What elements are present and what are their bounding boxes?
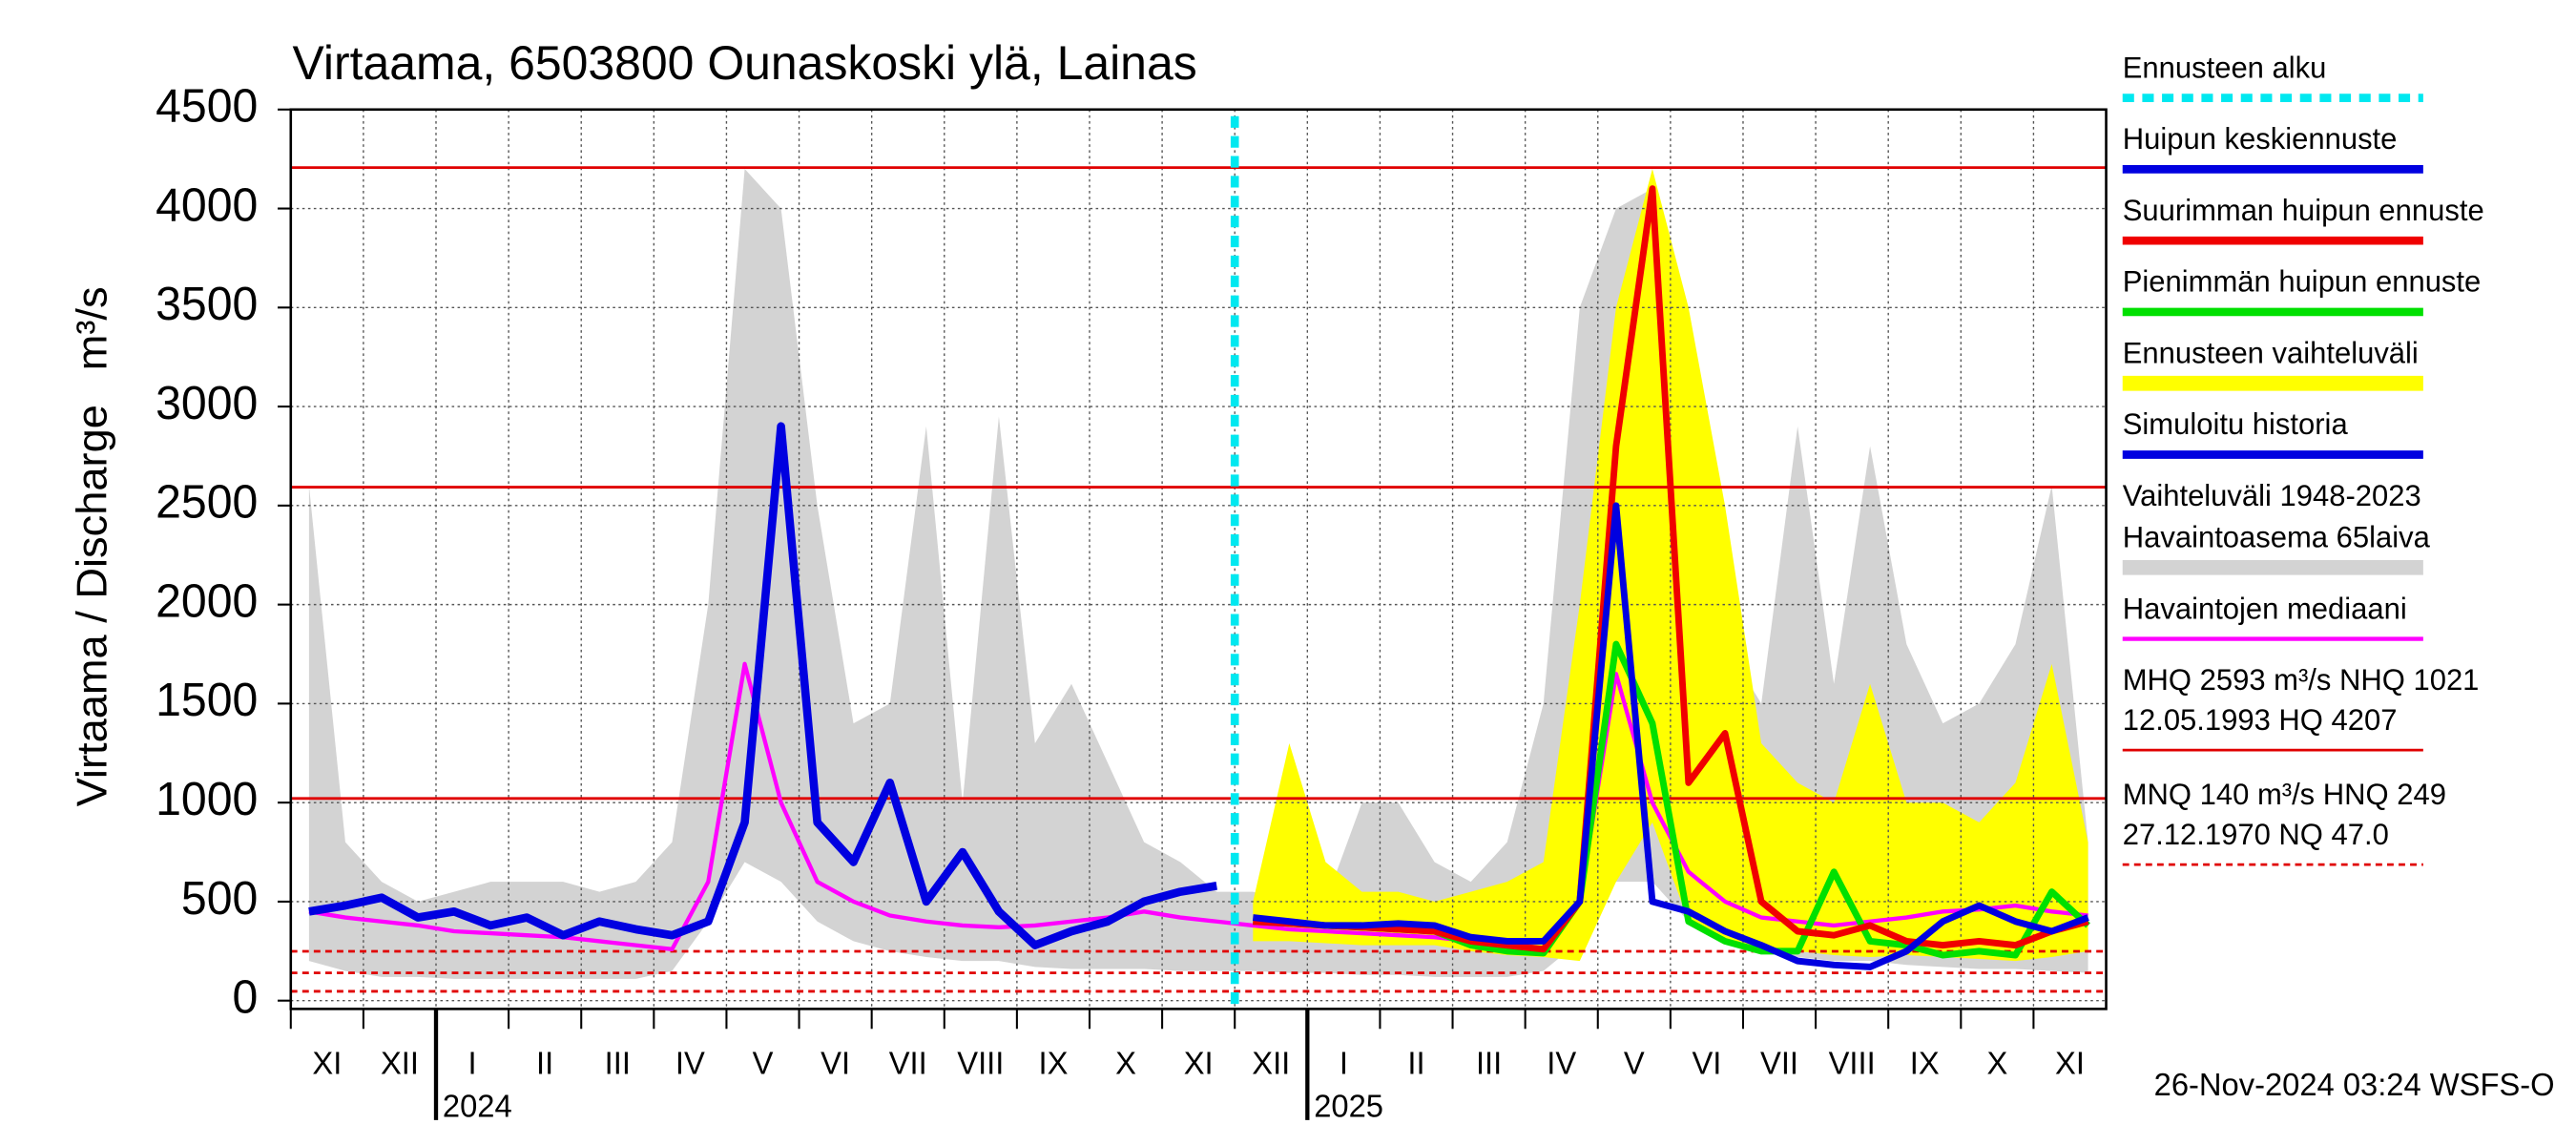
x-tick-label: IX	[1910, 1045, 1940, 1080]
x-tick-label: XI	[1184, 1045, 1214, 1080]
x-tick-label: V	[1624, 1045, 1645, 1080]
x-tick-label: VIII	[957, 1045, 1004, 1080]
legend-label: Ennusteen alku	[2123, 51, 2327, 84]
x-tick-label: V	[753, 1045, 774, 1080]
x-tick-label: IV	[1547, 1045, 1576, 1080]
legend: Ennusteen alku Huipun keskiennuste Suurimm…	[2123, 51, 2484, 866]
chart-title: Virtaama, 6503800 Ounaskoski ylä, Lainas	[293, 36, 1197, 90]
legend-label: Suurimman huipun ennuste	[2123, 194, 2484, 227]
x-tick-label: VI	[1692, 1045, 1721, 1080]
x-tick-label: II	[536, 1045, 553, 1080]
legend-label: Havaintojen mediaani	[2123, 592, 2407, 625]
legend-label: Havaintoasema 65laiva	[2123, 520, 2431, 553]
x-tick-label: III	[1476, 1045, 1502, 1080]
x-tick-label: II	[1407, 1045, 1424, 1080]
y-tick-label: 2000	[156, 575, 258, 627]
legend-label: Simuloitu historia	[2123, 407, 2349, 441]
x-tick-label: IV	[675, 1045, 705, 1080]
legend-label: Pienimmän huipun ennuste	[2123, 265, 2482, 299]
reference-note: MNQ 140 m³/s HNQ 249	[2123, 778, 2446, 811]
x-tick-label: XI	[2055, 1045, 2085, 1080]
y-tick-label: 1500	[156, 675, 258, 726]
x-tick-label: VII	[889, 1045, 927, 1080]
x-tick-label: XI	[312, 1045, 342, 1080]
y-tick-label: 1000	[156, 774, 258, 825]
legend-label: Ennusteen vaihteluväli	[2123, 336, 2419, 369]
x-tick-label: XII	[381, 1045, 419, 1080]
y-tick-label: 500	[181, 873, 258, 925]
axis-frame	[289, 108, 2108, 1010]
x-tick-label: IX	[1038, 1045, 1068, 1080]
x-tick-label: VIII	[1829, 1045, 1876, 1080]
reference-note: MHQ 2593 m³/s NHQ 1021	[2123, 663, 2480, 697]
x-tick-label: I	[468, 1045, 477, 1080]
x-tick-label: III	[605, 1045, 631, 1080]
series-line	[1253, 185, 2089, 953]
x-tick-label: VII	[1760, 1045, 1798, 1080]
legend-label: Vaihteluväli 1948-2023	[2123, 479, 2421, 512]
x-tick-label: X	[1986, 1045, 2007, 1080]
y-axis-label: Virtaama / Discharge	[68, 405, 116, 806]
y-tick-label: 4000	[156, 179, 258, 231]
year-label: 2025	[1314, 1088, 1383, 1123]
y-tick-label: 3500	[156, 279, 258, 330]
series-line	[308, 661, 2088, 951]
y-tick-label: 0	[233, 971, 259, 1023]
series-line	[1252, 502, 2089, 970]
legend-label: Huipun keskiennuste	[2123, 122, 2398, 156]
reference-note: 27.12.1970 NQ 47.0	[2123, 818, 2389, 851]
x-tick-label: VI	[821, 1045, 850, 1080]
y-tick-label: 4500	[156, 80, 258, 132]
footer: 26-Nov-2024 03:24 WSFS-O	[2154, 1067, 2555, 1102]
x-tick-label: I	[1340, 1045, 1348, 1080]
reference-note: 12.05.1993 HQ 4207	[2123, 703, 2398, 737]
y-tick-label: 2500	[156, 477, 258, 529]
y-axis-unit: m³/s	[68, 286, 116, 370]
x-tick-label: XII	[1252, 1045, 1290, 1080]
series-line	[308, 422, 1217, 949]
y-tick-label: 3000	[156, 378, 258, 429]
x-tick-label: X	[1115, 1045, 1136, 1080]
year-label: 2024	[443, 1088, 512, 1123]
